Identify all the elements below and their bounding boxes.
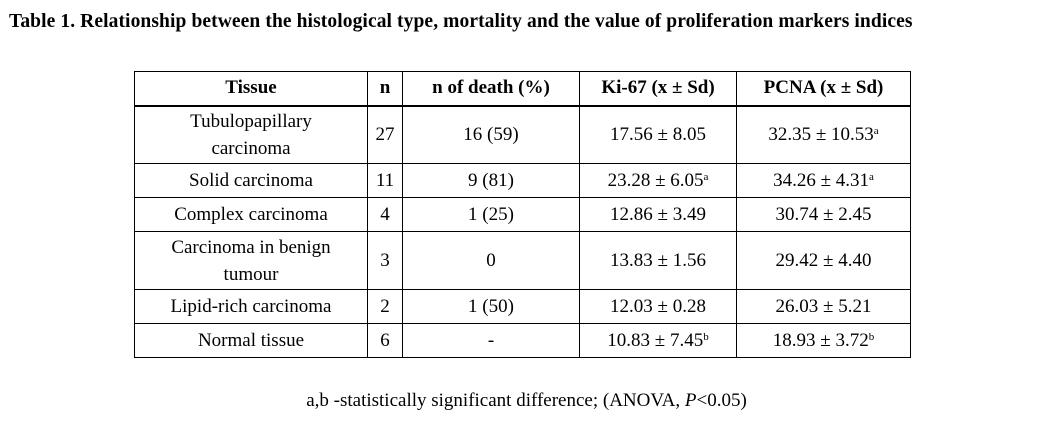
tissue-line2: tumour xyxy=(223,263,279,285)
table-row: Carcinoma in benign tumour 3 0 13.83 ± 1… xyxy=(134,231,911,290)
table-row: Tubulopapillary carcinoma 27 16 (59) 17.… xyxy=(134,105,911,164)
cell-ki67: 23.28 ± 6.05a xyxy=(579,163,737,198)
cell-pcna: 26.03 ± 5.21 xyxy=(736,289,911,324)
cell-tissue: Solid carcinoma xyxy=(134,163,368,198)
cell-deaths: 1 (50) xyxy=(402,289,580,324)
cell-deaths: 16 (59) xyxy=(402,105,580,164)
ki67-sup: a xyxy=(703,170,709,183)
cell-deaths: 0 xyxy=(402,231,580,290)
table-row: Lipid-rich carcinoma 2 1 (50) 12.03 ± 0.… xyxy=(134,289,911,324)
cell-ki67: 12.86 ± 3.49 xyxy=(579,197,737,232)
header-tissue: Tissue xyxy=(134,71,368,107)
cell-n: 11 xyxy=(367,163,403,198)
header-deaths: n of death (%) xyxy=(402,71,580,107)
pcna-value: 29.42 ± 4.40 xyxy=(775,249,872,271)
p-symbol: P xyxy=(684,390,697,411)
tissue-line1: Carcinoma in benign xyxy=(171,236,331,258)
table-caption: Table 1. Relationship between the histol… xyxy=(9,11,913,32)
cell-pcna: 34.26 ± 4.31a xyxy=(736,163,911,198)
pcna-value: 34.26 ± 4.31 xyxy=(773,169,870,191)
cell-n: 27 xyxy=(367,105,403,164)
cell-tissue: Normal tissue xyxy=(134,323,368,358)
cell-deaths: - xyxy=(402,323,580,358)
ki67-sup: b xyxy=(703,330,709,343)
cell-deaths: 1 (25) xyxy=(402,197,580,232)
pcna-value: 32.35 ± 10.53 xyxy=(768,123,874,145)
cell-pcna: 18.93 ± 3.72b xyxy=(736,323,911,358)
ki67-value: 13.83 ± 1.56 xyxy=(610,249,706,271)
cell-pcna: 29.42 ± 4.40 xyxy=(736,231,911,290)
cell-pcna: 32.35 ± 10.53a xyxy=(736,105,911,164)
header-pcna: PCNA (x ± Sd) xyxy=(736,71,911,107)
table-row: Complex carcinoma 4 1 (25) 12.86 ± 3.49 … xyxy=(134,197,911,232)
pcna-sup: a xyxy=(873,124,879,137)
tissue-line2: carcinoma xyxy=(211,137,291,159)
pcna-value: 18.93 ± 3.72 xyxy=(772,329,869,351)
cell-tissue: Lipid-rich carcinoma xyxy=(134,289,368,324)
cell-ki67: 12.03 ± 0.28 xyxy=(579,289,737,324)
ki67-value: 17.56 ± 8.05 xyxy=(610,123,706,145)
ki67-value: 12.86 ± 3.49 xyxy=(610,203,706,225)
ki67-value: 10.83 ± 7.45 xyxy=(607,329,704,351)
cell-ki67: 10.83 ± 7.45b xyxy=(579,323,737,358)
cell-tissue: Carcinoma in benign tumour xyxy=(134,231,368,290)
header-n: n xyxy=(367,71,403,107)
cell-n: 3 xyxy=(367,231,403,290)
tissue-line1: Tubulopapillary xyxy=(190,110,312,132)
table-row: Solid carcinoma 11 9 (81) 23.28 ± 6.05a … xyxy=(134,163,911,198)
cell-deaths: 9 (81) xyxy=(402,163,580,198)
pcna-value: 30.74 ± 2.45 xyxy=(775,203,872,225)
ki67-value: 12.03 ± 0.28 xyxy=(610,295,706,317)
header-ki67: Ki-67 (x ± Sd) xyxy=(579,71,737,107)
cell-n: 6 xyxy=(367,323,403,358)
cell-pcna: 30.74 ± 2.45 xyxy=(736,197,911,232)
results-table: Tissue n n of death (%) Ki-67 (x ± Sd) P… xyxy=(134,71,911,358)
cell-tissue: Complex carcinoma xyxy=(134,197,368,232)
table-footnote: a,b -statistically significant differenc… xyxy=(0,390,1053,412)
cell-ki67: 13.83 ± 1.56 xyxy=(579,231,737,290)
p-value: <0.05) xyxy=(696,390,747,411)
table-header-row: Tissue n n of death (%) Ki-67 (x ± Sd) P… xyxy=(134,71,911,107)
pcna-value: 26.03 ± 5.21 xyxy=(775,295,872,317)
cell-n: 2 xyxy=(367,289,403,324)
cell-tissue: Tubulopapillary carcinoma xyxy=(134,105,368,164)
footnote-text: a,b -statistically significant differenc… xyxy=(306,390,685,411)
cell-n: 4 xyxy=(367,197,403,232)
table-row: Normal tissue 6 - 10.83 ± 7.45b 18.93 ± … xyxy=(134,323,911,358)
pcna-sup: b xyxy=(868,330,875,343)
cell-ki67: 17.56 ± 8.05 xyxy=(579,105,737,164)
ki67-value: 23.28 ± 6.05 xyxy=(607,169,704,191)
pcna-sup: a xyxy=(869,170,874,183)
